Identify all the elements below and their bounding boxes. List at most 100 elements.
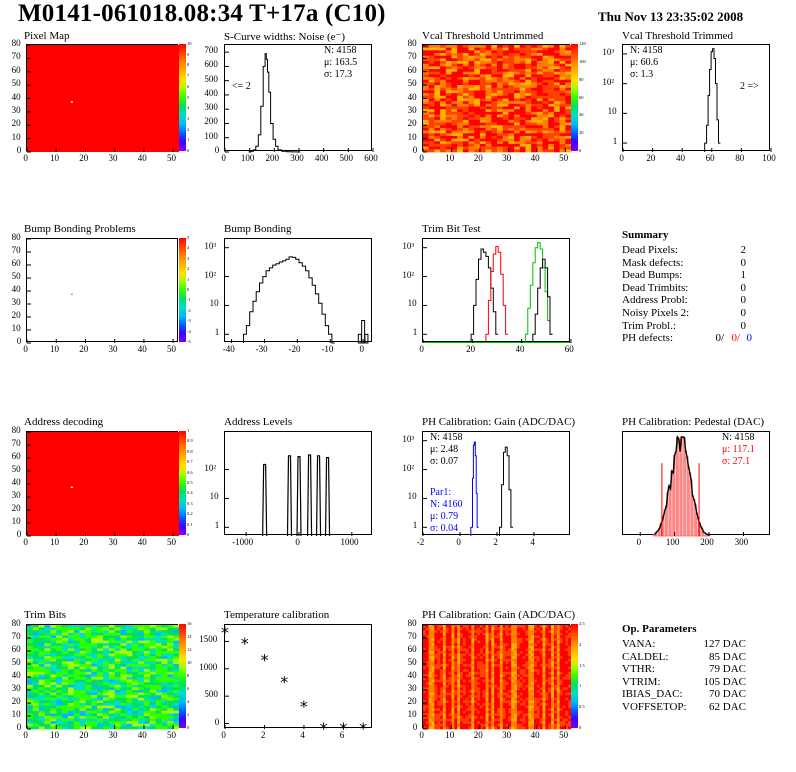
summary-value: 0 (740, 294, 747, 307)
plot-title: Vcal Threshold Untrimmed (422, 30, 544, 42)
data-point: * (241, 634, 249, 653)
plot-canvas (225, 454, 353, 537)
x-tick-label: 40 (137, 153, 147, 163)
x-tick-label: 20 (646, 153, 656, 163)
address-peak (324, 456, 331, 537)
color-scale-label: 0 (187, 287, 190, 292)
plot-canvas (26, 624, 180, 730)
stats-mu: μ: 60.6 (630, 57, 659, 68)
x-tick-label: 0 (619, 153, 624, 163)
color-scale-label: 0 (579, 148, 582, 153)
op-param-row: IBIAS_DAC: 70 DAC (622, 688, 752, 701)
x-tick-label: 20 (79, 730, 89, 740)
y-tick-label: 60 (11, 64, 21, 75)
y-tick-label: 1 (214, 520, 220, 531)
stats-mu: μ: 163.5 (324, 57, 358, 68)
y-tick-label: 10³ (402, 433, 415, 444)
x-tick-label: 10 (50, 730, 60, 740)
color-scale-label: -1 (187, 297, 191, 303)
plot-frame-ph_gain (422, 431, 570, 536)
stats-sigma: σ: 0.07 (430, 456, 459, 467)
plot-canvas (26, 44, 179, 153)
summary-row: Address Probl: 0 (622, 294, 752, 307)
color-scale-label: 2.5 (579, 621, 585, 626)
y-tick-label: 60 (11, 644, 21, 654)
stats-box: N: 4158 μ: 60.6 σ: 1.3 (630, 45, 663, 81)
data-point: * (320, 719, 328, 738)
y-tick-label: 500 (204, 73, 218, 84)
x-tick-label: 4 (300, 730, 305, 740)
y-tick-label: 60 (407, 644, 417, 654)
y-tick-label: 10² (204, 269, 217, 280)
op-param-row: VOFFSETOP: 62 DAC (622, 701, 752, 714)
op-param-row: VANA: 127 DAC (622, 638, 752, 651)
color-scale-label: -3 (187, 318, 191, 324)
x-tick-label: 30 (108, 537, 118, 547)
y-tick-label: 50 (407, 657, 417, 667)
plot-frame-ph_pedestal (622, 431, 770, 537)
color-scale-label: 4 (187, 245, 190, 251)
x-tick-label: 0 (419, 730, 424, 740)
x-tick-label: 60 (564, 344, 574, 354)
x-tick-label: 300 (734, 537, 749, 547)
x-tick-label: 30 (108, 153, 118, 163)
plot-frame-vcal_trimmed (622, 44, 772, 152)
x-tick-label: 0 (419, 344, 424, 354)
summary-row: Dead Pixels: 2 (622, 244, 752, 257)
summary-value: 1 (740, 269, 747, 282)
op-param-row: VTRIM: 105 DAC (622, 676, 752, 689)
op-param-label: VANA: (622, 638, 656, 650)
y-tick-label: 70 (407, 51, 417, 62)
x-tick-label: 40 (137, 344, 147, 354)
stats-box: N: 4158 μ: 2.48 σ: 0.07 (430, 432, 463, 468)
color-scale-label: 6 (187, 686, 190, 691)
y-tick-label: 50 (407, 78, 417, 89)
color-scale-label: 1 (187, 137, 190, 143)
color-scale-label: 1 (187, 428, 190, 433)
color-scale-label: 10 (187, 41, 192, 46)
y-tick-label: 30 (11, 683, 21, 693)
plot-title: Trim Bit Test (422, 223, 481, 235)
plot-frame-vcal_untrimmed (422, 44, 572, 153)
stats-mu: μ: 117.1 (722, 444, 755, 455)
summary-row: Mask defects: 0 (622, 257, 752, 270)
color-scale-label: 1.5 (579, 662, 585, 668)
color-scale-label: 1 (187, 276, 190, 282)
x-tick-label: 50 (559, 730, 569, 740)
x-tick-label: 200 (700, 537, 714, 547)
y-tick-label: 50 (11, 78, 21, 89)
color-scale-label: 120 (579, 41, 586, 46)
x-tick-label: 40 (137, 537, 147, 547)
x-tick-label: -40 (222, 344, 235, 354)
data-point: * (221, 623, 229, 642)
color-scale-label: 8 (187, 62, 190, 68)
plot-frame-trim_bit_test (422, 238, 572, 343)
y-tick-label: 80 (407, 618, 417, 628)
y-tick-label: 10² (402, 269, 415, 280)
color-scale-label: -5 (187, 339, 191, 344)
y-tick-label: 40 (11, 477, 21, 487)
stats-mu: μ: 0.79 (430, 511, 459, 522)
color-scale-label: 0.3 (187, 500, 193, 506)
stats-sigma: σ: 1.3 (630, 69, 654, 80)
color-scale-label: 20 (579, 130, 584, 136)
y-tick-label: 80 (11, 618, 21, 628)
x-tick-label: 100 (665, 537, 680, 547)
plot-canvas (224, 51, 374, 153)
histogram-series (532, 258, 553, 343)
color-scale-label: 14 (187, 634, 192, 639)
y-tick-label: 60 (11, 258, 21, 268)
x-tick-label: 0 (221, 153, 226, 163)
plot-canvas (422, 242, 572, 343)
y-tick-label: 60 (407, 64, 417, 75)
x-tick-label: 80 (735, 153, 745, 163)
y-tick-label: 20 (11, 696, 21, 706)
summary-row: Dead Trimbits: 0 (622, 282, 752, 295)
x-tick-label: 20 (473, 730, 483, 740)
color-scale-label: 40 (579, 112, 584, 118)
histogram-series (248, 53, 301, 153)
x-tick-label: -10 (321, 344, 334, 354)
y-tick-label: 20 (11, 503, 21, 513)
stats-sigma: σ: 0.04 (430, 523, 459, 534)
summary-header: Summary (622, 229, 669, 241)
